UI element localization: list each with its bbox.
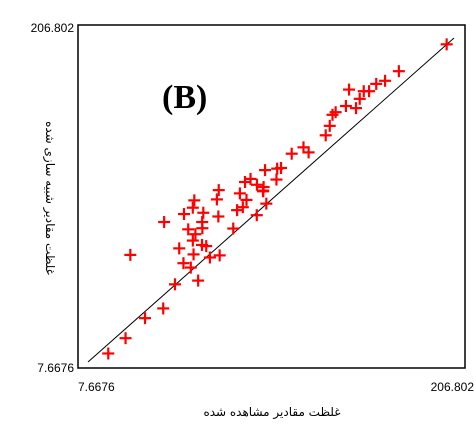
x-tick-max: 206.802 (431, 380, 474, 394)
data-point (353, 92, 366, 105)
data-point (343, 83, 356, 96)
identity-line (87, 37, 455, 363)
data-point (259, 164, 272, 177)
data-point (440, 38, 453, 51)
data-point (186, 201, 199, 214)
data-point (233, 187, 246, 200)
data-point (213, 249, 226, 262)
data-point (270, 173, 283, 186)
data-point (178, 208, 191, 221)
data-point (158, 216, 171, 229)
data-point (186, 234, 199, 247)
data-point (231, 204, 244, 217)
data-point (212, 210, 225, 223)
data-point (227, 222, 240, 235)
data-point (102, 347, 115, 360)
y-tick-min: 7.6676 (37, 361, 74, 375)
data-point (197, 206, 210, 219)
data-point (212, 184, 225, 197)
data-point (203, 251, 216, 264)
plot-frame (77, 24, 466, 369)
data-point (339, 100, 352, 113)
y-tick-max: 206.802 (31, 21, 75, 35)
data-point (363, 85, 376, 98)
data-point (168, 278, 181, 291)
data-point (240, 193, 253, 206)
data-point (184, 261, 197, 274)
data-point (124, 248, 137, 261)
data-point (139, 312, 152, 325)
data-point (200, 240, 213, 253)
data-point (285, 147, 298, 160)
data-point (189, 228, 202, 241)
data-point (210, 193, 223, 206)
data-point (319, 129, 332, 142)
data-point (119, 332, 132, 345)
panel-label: (B) (162, 79, 207, 116)
data-point (302, 146, 315, 159)
data-point (192, 274, 205, 287)
data-point (379, 74, 392, 87)
data-point (329, 106, 342, 119)
data-point (177, 257, 190, 270)
data-point (157, 302, 170, 315)
data-point (187, 248, 200, 261)
data-point (188, 194, 201, 207)
data-point (250, 178, 263, 191)
data-point (350, 102, 363, 115)
data-point (323, 119, 336, 132)
data-point (370, 77, 383, 90)
data-point (392, 65, 405, 78)
data-point (250, 209, 263, 222)
data-point (260, 197, 273, 210)
data-point (257, 181, 270, 194)
data-point (275, 162, 288, 175)
y-axis-title: غلظت مقادیر شبیه سازی شده (42, 121, 57, 275)
data-point (173, 242, 186, 255)
data-point (244, 172, 257, 185)
x-tick-min: 7.6676 (78, 380, 115, 394)
data-point (182, 223, 195, 236)
data-point (196, 222, 209, 235)
data-points (102, 38, 453, 360)
x-axis-title: غلظت مقادیر مشاهده شده (203, 405, 340, 420)
